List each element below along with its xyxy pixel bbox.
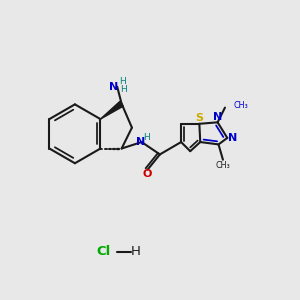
Text: S: S xyxy=(195,113,203,124)
Text: N: N xyxy=(136,137,145,147)
Polygon shape xyxy=(100,101,123,119)
Text: N: N xyxy=(109,82,118,92)
Text: H: H xyxy=(120,85,127,94)
Text: Cl: Cl xyxy=(96,245,111,258)
Text: N: N xyxy=(228,133,237,143)
Text: O: O xyxy=(143,169,152,179)
Text: CH₃: CH₃ xyxy=(233,101,248,110)
Text: H: H xyxy=(143,133,150,142)
Text: H: H xyxy=(119,77,126,86)
Text: N: N xyxy=(213,112,222,122)
Text: H: H xyxy=(131,245,141,258)
Text: CH₃: CH₃ xyxy=(216,160,230,169)
